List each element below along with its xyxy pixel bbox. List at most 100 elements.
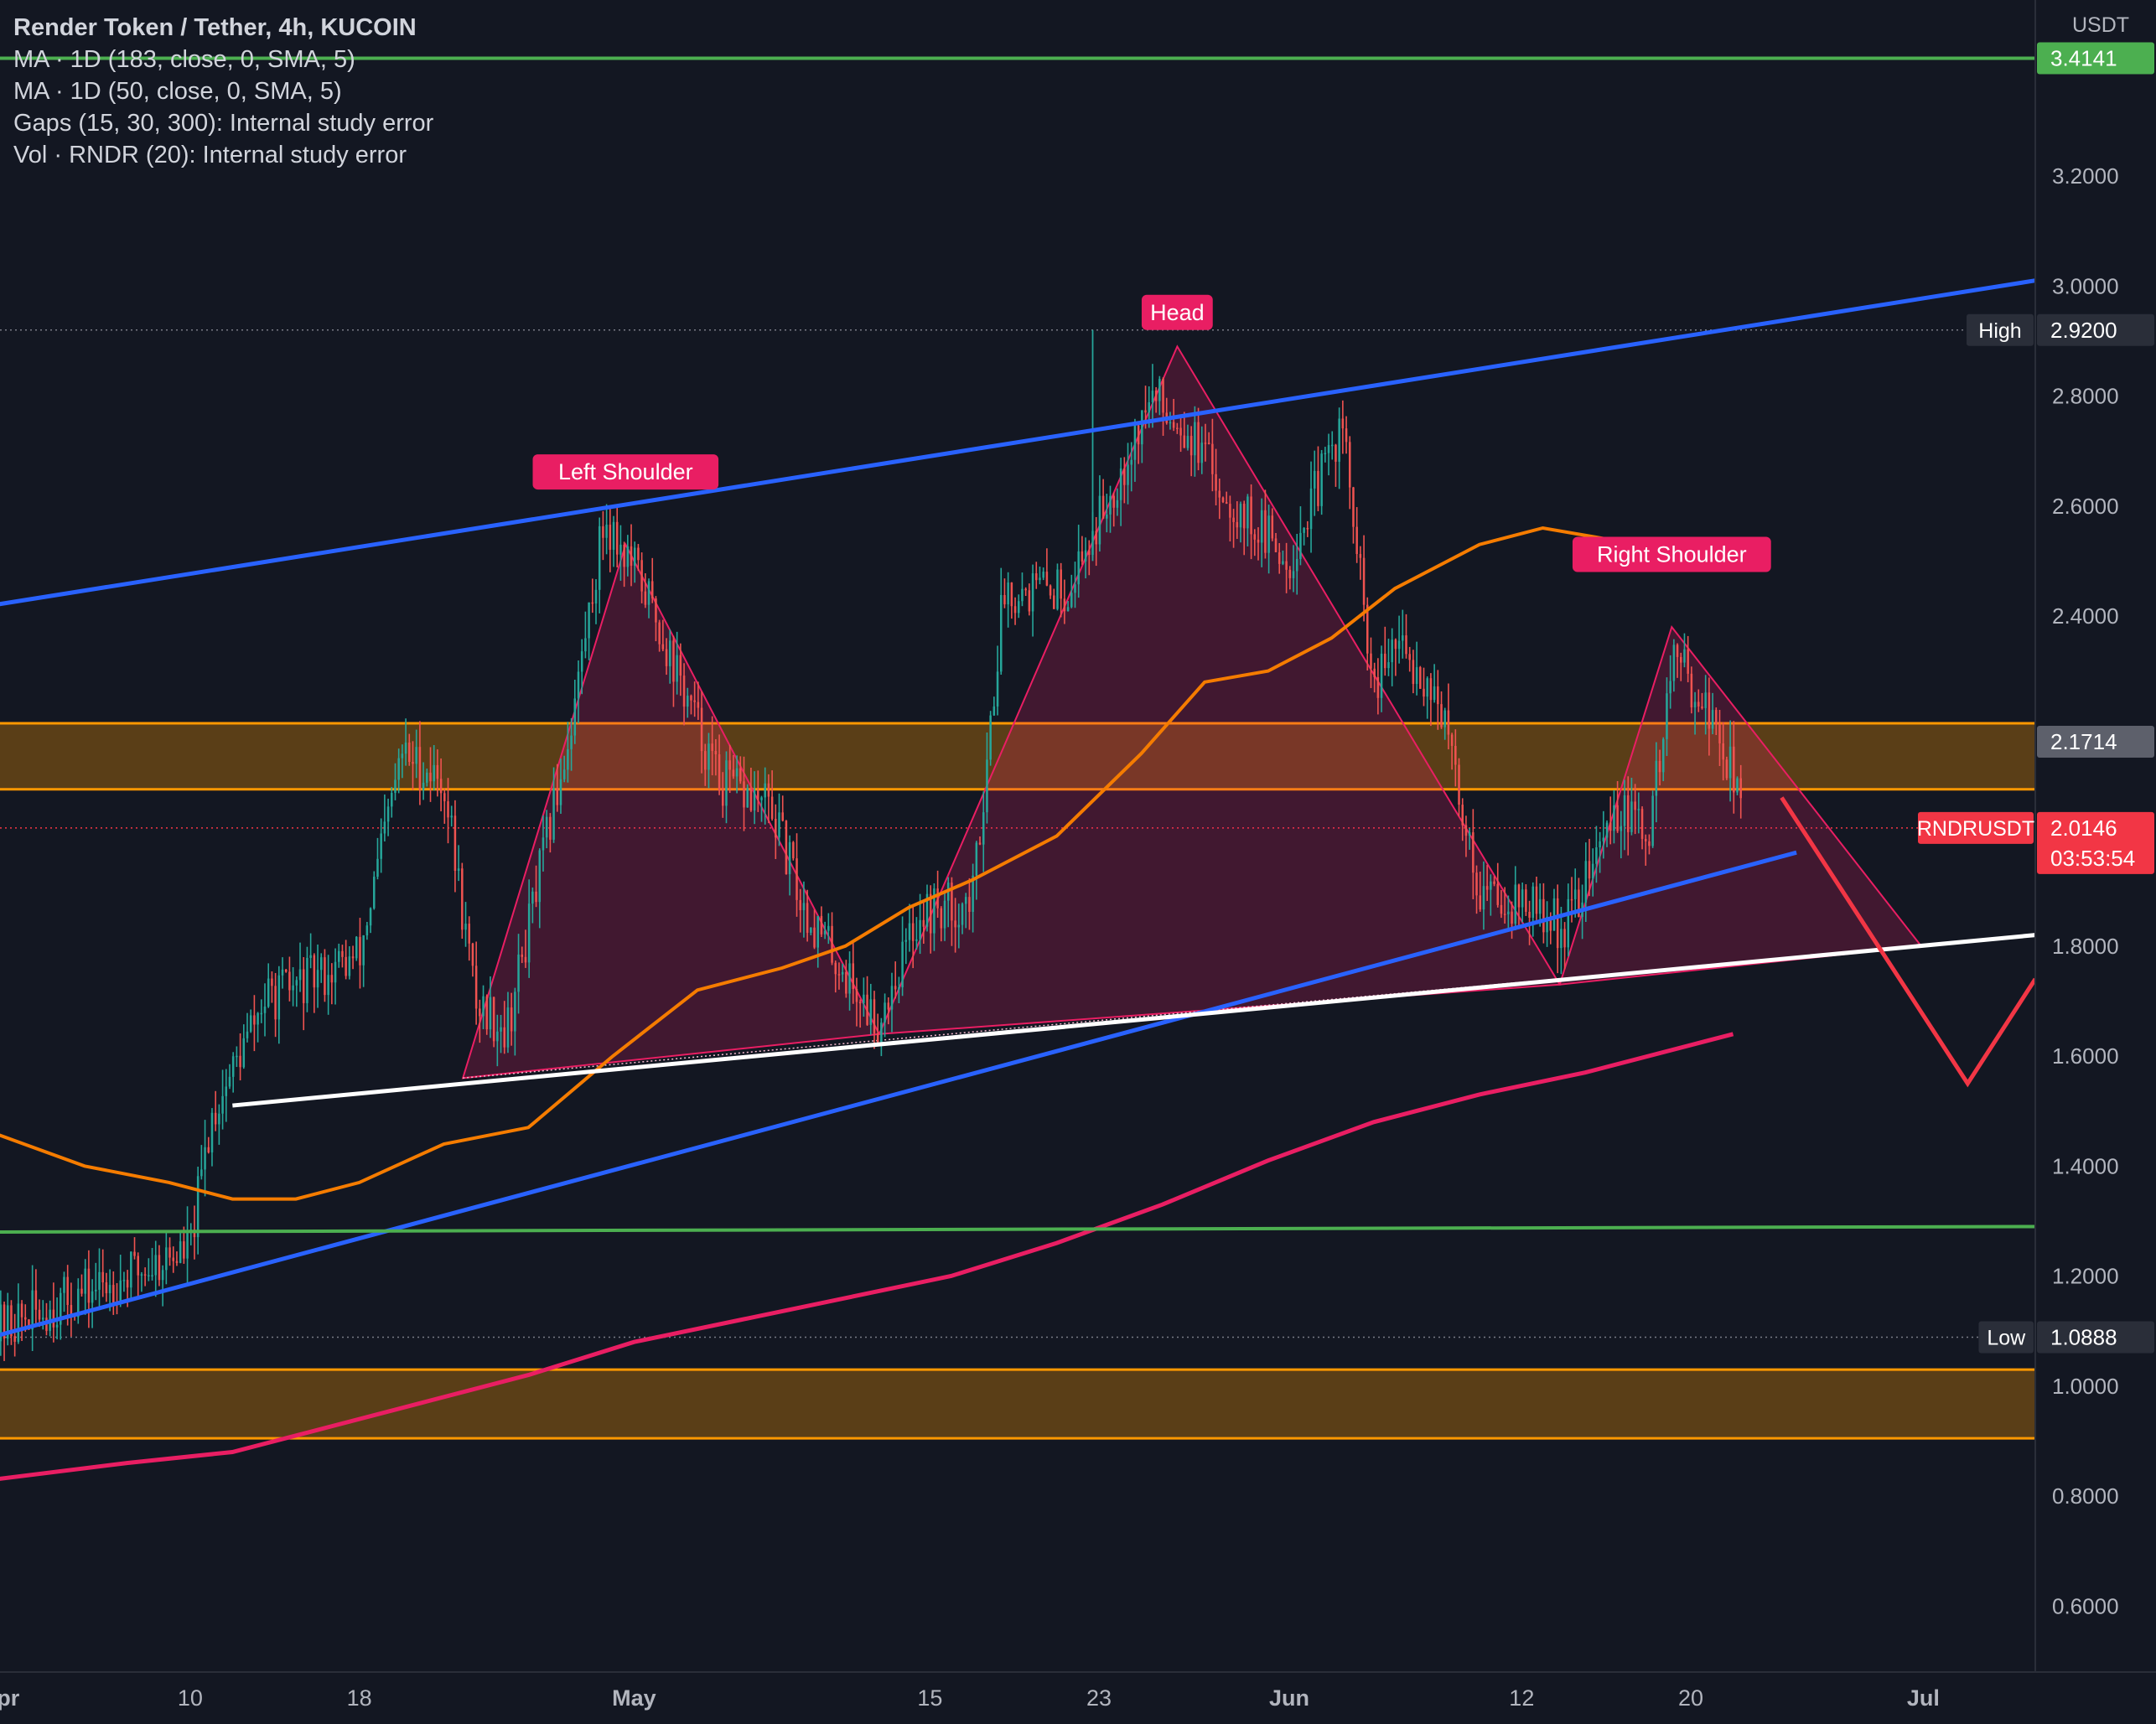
candle [764, 767, 766, 825]
candle [722, 772, 724, 818]
candle-body [376, 858, 379, 878]
candle [1106, 494, 1108, 533]
candle [728, 744, 731, 794]
candle [810, 927, 812, 935]
candle [1391, 628, 1393, 686]
candle-body [1077, 551, 1080, 585]
candle [1454, 729, 1457, 787]
candle-body [1303, 527, 1305, 533]
candle-body [542, 837, 545, 851]
candle-body [679, 655, 682, 676]
candle-body [545, 816, 548, 838]
candle-body [186, 1231, 189, 1259]
candle-body [1144, 410, 1147, 413]
candle-body [810, 927, 812, 933]
candle-body [837, 974, 841, 976]
candle [1630, 778, 1633, 836]
candle-body [714, 750, 718, 755]
chart-title: Render Token / Tether, 4h, KUCOIN [13, 14, 417, 41]
candle-body [1405, 635, 1407, 655]
candle [1162, 377, 1164, 437]
candle-body [418, 747, 422, 790]
candle [1485, 864, 1489, 901]
levels-layer [0, 56, 2035, 1338]
candle-body [408, 742, 411, 763]
candle [412, 741, 414, 790]
y-tick-label: 3.0000 [2052, 273, 2119, 298]
indicator-ma-50[interactable]: MA · 1D (50, close, 0, SMA, 5) [13, 78, 342, 105]
candle-body [334, 961, 337, 983]
candle [922, 900, 925, 945]
candle-body [630, 546, 633, 566]
pattern-label-text: Head [1150, 300, 1205, 325]
candle-body [492, 997, 495, 1042]
candle-body [63, 1276, 65, 1293]
candle [1387, 638, 1390, 676]
candle-body [775, 819, 777, 838]
candle-body [1373, 668, 1376, 678]
candle [1253, 529, 1257, 557]
candle-body [968, 897, 971, 912]
neckline-line [232, 933, 2036, 1108]
candle [80, 1274, 83, 1297]
candle-body [1591, 863, 1594, 879]
candle [827, 913, 830, 945]
candle-body [718, 754, 721, 791]
candle [757, 770, 759, 812]
candle [249, 1009, 252, 1033]
candle [196, 1167, 200, 1255]
candle-body [1602, 837, 1605, 841]
candle [1039, 567, 1041, 585]
candle [1003, 578, 1006, 608]
candle [806, 889, 809, 942]
candle-body [485, 996, 488, 1030]
candle-body [267, 978, 270, 1007]
candle-body [1496, 883, 1500, 905]
candle [34, 1269, 38, 1328]
candle-body [1141, 410, 1143, 445]
candle-body [665, 649, 668, 666]
candle-body [1106, 514, 1108, 519]
candle-body [1063, 598, 1066, 612]
indicator-volume[interactable]: Vol · RNDR (20): Internal study error [13, 142, 407, 168]
candle [1285, 542, 1288, 593]
candle-body [87, 1268, 91, 1303]
indicator-ma-183[interactable]: MA · 1D (183, close, 0, SMA, 5) [13, 46, 355, 73]
candle [898, 976, 900, 1003]
candle-body [978, 842, 982, 845]
candle [87, 1250, 91, 1328]
candle-body [1733, 746, 1735, 793]
candle [591, 578, 594, 613]
candle-body [1464, 825, 1468, 836]
candle [1426, 676, 1428, 719]
candle [242, 1024, 246, 1069]
channel-upper-line [0, 278, 2036, 607]
indicator-gaps[interactable]: Gaps (15, 30, 300): Internal study error [13, 110, 434, 137]
candle-body [1718, 723, 1721, 743]
candle-body [496, 1031, 499, 1042]
candle-body [676, 655, 678, 682]
candle-body [348, 956, 351, 976]
x-tick-label: May [612, 1685, 656, 1711]
candle [334, 948, 337, 1005]
candle-body [650, 581, 654, 599]
candle-body [1708, 692, 1711, 729]
candle [1151, 364, 1154, 428]
candle [1736, 776, 1739, 795]
candle [633, 541, 636, 583]
candle-body [1655, 760, 1658, 796]
candle [1359, 546, 1362, 580]
candle-body [820, 915, 823, 934]
candle [468, 916, 470, 961]
green-support-line [0, 1224, 2036, 1234]
candle-body [426, 772, 428, 783]
candle [1397, 615, 1401, 664]
candle [204, 1120, 206, 1197]
candle-body [263, 1007, 267, 1013]
candle-body [1021, 588, 1024, 602]
candle-body [38, 1309, 41, 1320]
candle [1683, 633, 1686, 668]
candle-body [1415, 667, 1418, 685]
candle [324, 949, 326, 1002]
